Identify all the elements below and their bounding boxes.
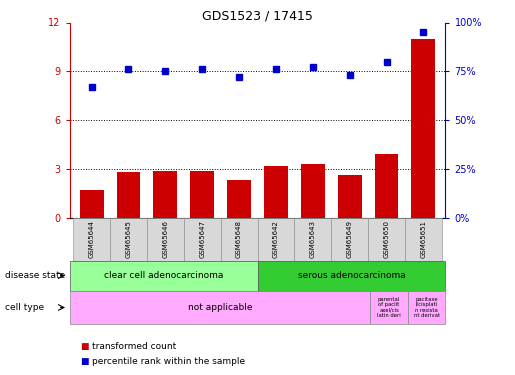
Bar [295,217,331,261]
Text: serous adenocarcinoma: serous adenocarcinoma [298,271,405,280]
Text: parental
of paclit
axel/cis
latin deri: parental of paclit axel/cis latin deri [377,297,401,318]
Bar [153,171,177,217]
Text: GSM65643: GSM65643 [310,220,316,258]
Text: GSM65647: GSM65647 [199,220,205,258]
Bar [116,172,141,217]
Bar [338,175,362,217]
Bar [331,217,368,261]
Text: pacitaxe
l/cisplati
n resista
nt derivat: pacitaxe l/cisplati n resista nt derivat [414,297,440,318]
Text: GSM65650: GSM65650 [384,220,389,258]
Bar [368,217,405,261]
Text: ■: ■ [80,357,89,366]
Text: GSM65646: GSM65646 [162,220,168,258]
Text: GSM65644: GSM65644 [89,220,95,258]
Bar [70,291,370,324]
Text: GSM65649: GSM65649 [347,220,353,258]
Bar [80,190,104,217]
Text: cell type: cell type [5,303,44,312]
Text: not applicable: not applicable [187,303,252,312]
Bar [374,154,399,218]
Bar [220,217,258,261]
Text: clear cell adenocarcinoma: clear cell adenocarcinoma [104,271,223,280]
Text: disease state: disease state [5,271,65,280]
Text: ■: ■ [80,342,89,351]
Text: GSM65645: GSM65645 [126,220,131,258]
Text: GDS1523 / 17415: GDS1523 / 17415 [202,9,313,22]
Bar [227,180,251,218]
Text: transformed count: transformed count [92,342,176,351]
Bar [190,171,214,217]
Text: GSM65651: GSM65651 [420,220,426,258]
Bar [110,217,147,261]
Bar [184,217,220,261]
Bar [73,217,110,261]
Bar [258,261,445,291]
Bar [264,166,288,218]
Text: GSM65642: GSM65642 [273,220,279,258]
Text: GSM65648: GSM65648 [236,220,242,258]
Bar [370,291,408,324]
Bar [147,217,184,261]
Bar [258,217,295,261]
Bar [301,164,325,218]
Text: percentile rank within the sample: percentile rank within the sample [92,357,245,366]
Bar [411,39,435,218]
Bar [70,261,258,291]
Bar [405,217,442,261]
Bar [408,291,445,324]
